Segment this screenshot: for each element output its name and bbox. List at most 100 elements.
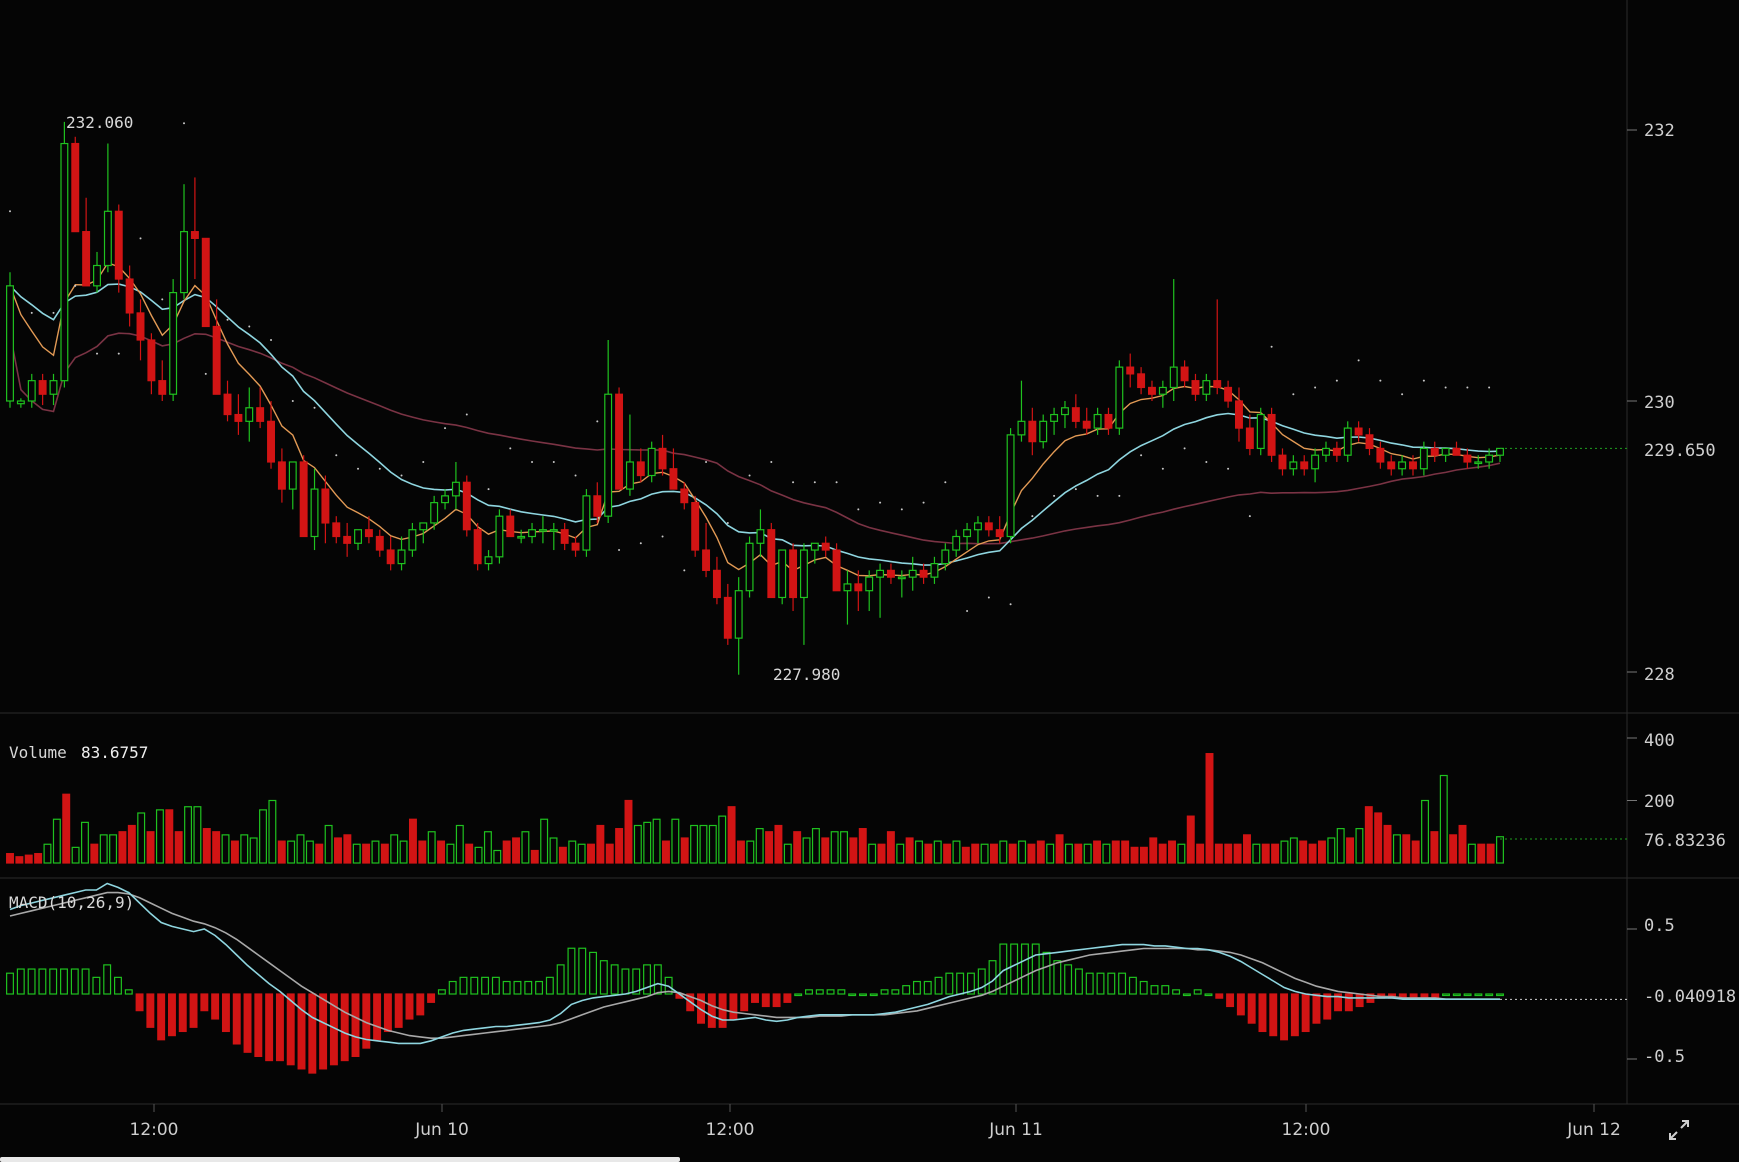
horizontal-scrollbar[interactable] [0,1157,680,1162]
macd-hist-13 [146,993,155,1028]
candle-body-18 [201,237,210,328]
sar-dot-126 [1379,379,1382,382]
candle-body-25 [277,461,286,490]
volume-bar-145 [1364,806,1373,864]
volume-bar-125 [1177,843,1186,864]
volume-bar-37 [352,843,361,864]
candle-body-62 [680,488,689,504]
volume-bar-28 [268,799,277,864]
expand-arrows-icon[interactable] [1666,1117,1692,1143]
candle-body-104 [1137,373,1146,389]
last-macd-label: -0.040918 [1644,987,1736,1007]
candle-body-116 [1267,413,1276,456]
macd-hist-82 [891,989,900,995]
macd-hist-58 [632,968,641,995]
volume-bar-114 [1074,843,1083,864]
candle-body-38 [419,522,428,531]
candle-body-77 [843,583,852,592]
candle-body-83 [908,569,917,578]
volume-bar-53 [502,840,511,864]
candle-body-37 [408,529,417,551]
macd-hist-2 [27,968,36,995]
candle-body-9 [103,210,112,267]
volume-bar-139 [1308,843,1317,864]
macd-hist-15 [167,993,176,1037]
low-price-label: 227.980 [773,665,840,684]
candle-body-17 [190,231,199,240]
macd-hist-32 [351,993,360,1058]
macd-hist-89 [966,972,975,995]
volume-bar-9 [90,843,99,864]
macd-hist-1 [16,968,25,995]
candle-body-15 [169,292,178,395]
candle-body-107 [1169,366,1178,389]
volume-bar-111 [1046,843,1055,864]
macd-hist-14 [157,993,166,1041]
volume-bar-56 [530,849,539,864]
axes [153,129,1637,1112]
macd-hist-105 [1139,980,1148,995]
volume-bar-60 [568,840,577,864]
candle-body-75 [821,542,830,551]
volume-bar-106 [999,840,1008,864]
volume-bar-157 [1477,843,1486,864]
volume-value: 83.6757 [81,743,148,762]
volume-bar-48 [455,824,464,864]
volume-bar-21 [202,828,211,864]
macd-hist-134 [1452,993,1461,997]
volume-bar-118 [1111,840,1120,864]
macd-panel[interactable] [6,882,1627,1074]
volume-bar-78 [736,840,745,864]
volume-bar-120 [1130,846,1139,864]
macd-hist-20 [221,993,230,1033]
candle-body-19 [212,325,221,395]
sar-dot-22 [248,325,251,328]
candle-body-108 [1180,366,1189,382]
sar-dot-60 [661,535,664,538]
sar-dot-32 [357,467,360,470]
candle-body-53 [582,495,591,551]
macd-hist-102 [1107,972,1116,995]
volume-bar-57 [540,818,549,864]
macd-hist-11 [124,989,133,995]
sar-dot-42 [465,413,468,416]
macd-hist-90 [977,968,986,995]
ema-fast-line [9,262,1501,577]
candle-body-105 [1147,386,1156,395]
volume-bar-123 [1158,843,1167,864]
macd-hist-76 [826,989,835,995]
volume-bar-4 [43,843,52,864]
volume-bar-95 [896,843,905,864]
sar-dots [9,122,1491,613]
macd-hist-84 [912,980,921,995]
ema-slow-line [9,283,1501,566]
volume-bar-11 [109,834,118,864]
volume-bar-138 [1299,840,1308,864]
candle-body-135 [1474,461,1483,465]
sar-dot-66 [726,521,729,524]
volume-bar-94 [886,831,895,864]
macd-hist-110 [1193,989,1202,995]
candle-body-115 [1256,413,1265,450]
volume-bar-122 [1149,837,1158,864]
candle-body-60 [658,447,667,470]
volume-bar-63 [596,824,605,864]
candle-body-103 [1126,366,1135,375]
candle-body-14 [158,380,167,395]
volume-bar-54 [512,837,521,864]
candle-body-10 [114,210,123,280]
candle-body-36 [397,549,406,565]
candle-body-122 [1332,447,1341,456]
macd-hist-31 [340,993,349,1062]
volume-panel[interactable] [6,753,1627,864]
candle-body-85 [930,562,939,578]
volume-bar-154 [1449,834,1458,864]
volume-bar-16 [155,809,164,864]
price-panel[interactable] [6,121,1627,675]
candle-body-29 [321,488,330,524]
volume-bar-144 [1355,828,1364,864]
sar-dot-90 [987,596,990,599]
candle-body-20 [223,393,232,416]
candle-body-34 [375,535,384,551]
